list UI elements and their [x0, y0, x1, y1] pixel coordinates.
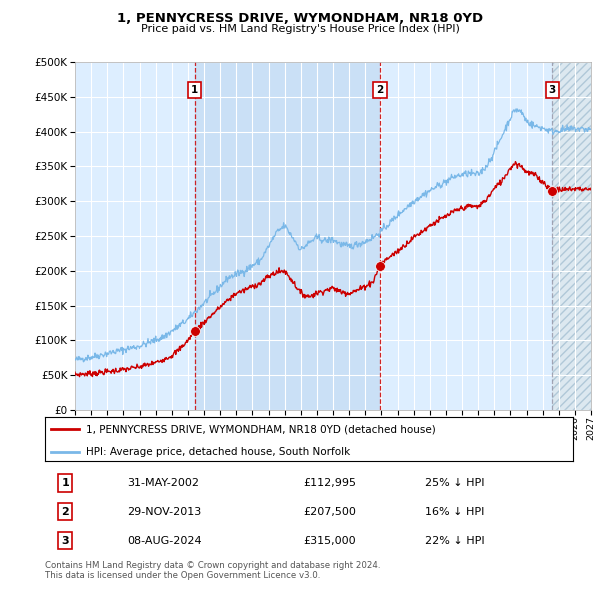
Text: £112,995: £112,995 — [304, 478, 357, 488]
Text: £315,000: £315,000 — [304, 536, 356, 546]
Text: 1, PENNYCRESS DRIVE, WYMONDHAM, NR18 0YD: 1, PENNYCRESS DRIVE, WYMONDHAM, NR18 0YD — [117, 12, 483, 25]
Text: 2: 2 — [61, 507, 69, 517]
Text: HPI: Average price, detached house, South Norfolk: HPI: Average price, detached house, Sout… — [86, 447, 350, 457]
Text: 2: 2 — [376, 85, 383, 95]
Text: 31-MAY-2002: 31-MAY-2002 — [127, 478, 199, 488]
Text: 1, PENNYCRESS DRIVE, WYMONDHAM, NR18 0YD (detached house): 1, PENNYCRESS DRIVE, WYMONDHAM, NR18 0YD… — [86, 424, 436, 434]
Text: 16% ↓ HPI: 16% ↓ HPI — [425, 507, 485, 517]
Text: 1: 1 — [191, 85, 198, 95]
Text: 29-NOV-2013: 29-NOV-2013 — [127, 507, 201, 517]
Text: 3: 3 — [61, 536, 69, 546]
Text: 3: 3 — [549, 85, 556, 95]
Text: 08-AUG-2024: 08-AUG-2024 — [127, 536, 202, 546]
Bar — [194, 62, 380, 410]
Text: 1: 1 — [61, 478, 69, 488]
Text: Price paid vs. HM Land Registry's House Price Index (HPI): Price paid vs. HM Land Registry's House … — [140, 24, 460, 34]
Text: Contains HM Land Registry data © Crown copyright and database right 2024.
This d: Contains HM Land Registry data © Crown c… — [45, 560, 380, 580]
Text: 25% ↓ HPI: 25% ↓ HPI — [425, 478, 485, 488]
Bar — [553, 62, 591, 410]
Text: £207,500: £207,500 — [304, 507, 356, 517]
Text: 22% ↓ HPI: 22% ↓ HPI — [425, 536, 485, 546]
